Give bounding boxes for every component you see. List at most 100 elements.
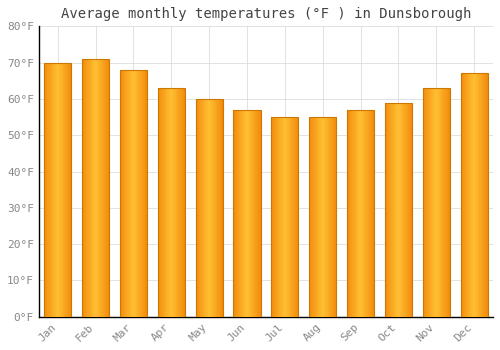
Bar — [333, 117, 334, 317]
Bar — [351, 110, 352, 317]
Bar — [480, 74, 481, 317]
Bar — [158, 88, 185, 317]
Bar — [197, 99, 198, 317]
Bar — [204, 99, 205, 317]
Bar — [245, 110, 246, 317]
Bar — [471, 74, 472, 317]
Bar — [464, 74, 465, 317]
Bar — [327, 117, 328, 317]
Bar — [196, 99, 197, 317]
Bar — [319, 117, 320, 317]
Bar — [67, 63, 68, 317]
Bar — [409, 103, 410, 317]
Bar — [174, 88, 175, 317]
Bar — [448, 88, 449, 317]
Bar — [108, 59, 109, 317]
Bar — [85, 59, 86, 317]
Bar — [367, 110, 368, 317]
Bar — [213, 99, 214, 317]
Bar — [240, 110, 241, 317]
Bar — [246, 110, 247, 317]
Bar — [88, 59, 89, 317]
Bar — [252, 110, 253, 317]
Bar — [86, 59, 87, 317]
Bar — [107, 59, 108, 317]
Bar — [433, 88, 434, 317]
Bar — [71, 63, 72, 317]
Bar — [293, 117, 294, 317]
Bar — [444, 88, 445, 317]
Bar — [208, 99, 209, 317]
Bar — [93, 59, 94, 317]
Bar — [284, 117, 285, 317]
Bar — [411, 103, 412, 317]
Bar — [167, 88, 168, 317]
Bar — [320, 117, 321, 317]
Bar — [430, 88, 431, 317]
Bar — [426, 88, 427, 317]
Bar — [239, 110, 240, 317]
Bar — [468, 74, 469, 317]
Bar — [368, 110, 370, 317]
Bar — [440, 88, 441, 317]
Bar — [277, 117, 278, 317]
Bar — [370, 110, 371, 317]
Bar — [286, 117, 287, 317]
Bar — [179, 88, 180, 317]
Bar — [87, 59, 88, 317]
Bar — [372, 110, 373, 317]
Bar — [332, 117, 333, 317]
Bar — [96, 59, 97, 317]
Bar — [218, 99, 219, 317]
Bar — [210, 99, 211, 317]
Bar — [439, 88, 440, 317]
Bar — [250, 110, 251, 317]
Bar — [442, 88, 443, 317]
Bar — [354, 110, 355, 317]
Bar — [423, 88, 424, 317]
Bar — [396, 103, 397, 317]
Bar — [243, 110, 244, 317]
Bar — [158, 88, 159, 317]
Bar — [463, 74, 464, 317]
Bar — [61, 63, 62, 317]
Bar — [100, 59, 101, 317]
Bar — [443, 88, 444, 317]
Bar — [216, 99, 217, 317]
Bar — [166, 88, 167, 317]
Bar — [99, 59, 100, 317]
Bar — [134, 70, 135, 317]
Bar — [168, 88, 169, 317]
Bar — [371, 110, 372, 317]
Bar — [482, 74, 483, 317]
Bar — [274, 117, 275, 317]
Bar — [280, 117, 281, 317]
Bar — [313, 117, 314, 317]
Bar — [427, 88, 428, 317]
Bar — [294, 117, 295, 317]
Bar — [242, 110, 243, 317]
Bar — [182, 88, 184, 317]
Bar — [51, 63, 52, 317]
Bar — [91, 59, 92, 317]
Bar — [316, 117, 318, 317]
Bar — [365, 110, 366, 317]
Bar — [358, 110, 359, 317]
Bar — [402, 103, 403, 317]
Bar — [398, 103, 399, 317]
Bar — [434, 88, 435, 317]
Bar — [397, 103, 398, 317]
Bar — [196, 99, 223, 317]
Bar — [175, 88, 176, 317]
Bar — [95, 59, 96, 317]
Bar — [487, 74, 488, 317]
Bar — [58, 63, 59, 317]
Bar — [234, 110, 260, 317]
Bar — [485, 74, 486, 317]
Bar — [466, 74, 467, 317]
Bar — [424, 88, 425, 317]
Bar — [200, 99, 201, 317]
Bar — [364, 110, 365, 317]
Bar — [49, 63, 50, 317]
Bar — [477, 74, 478, 317]
